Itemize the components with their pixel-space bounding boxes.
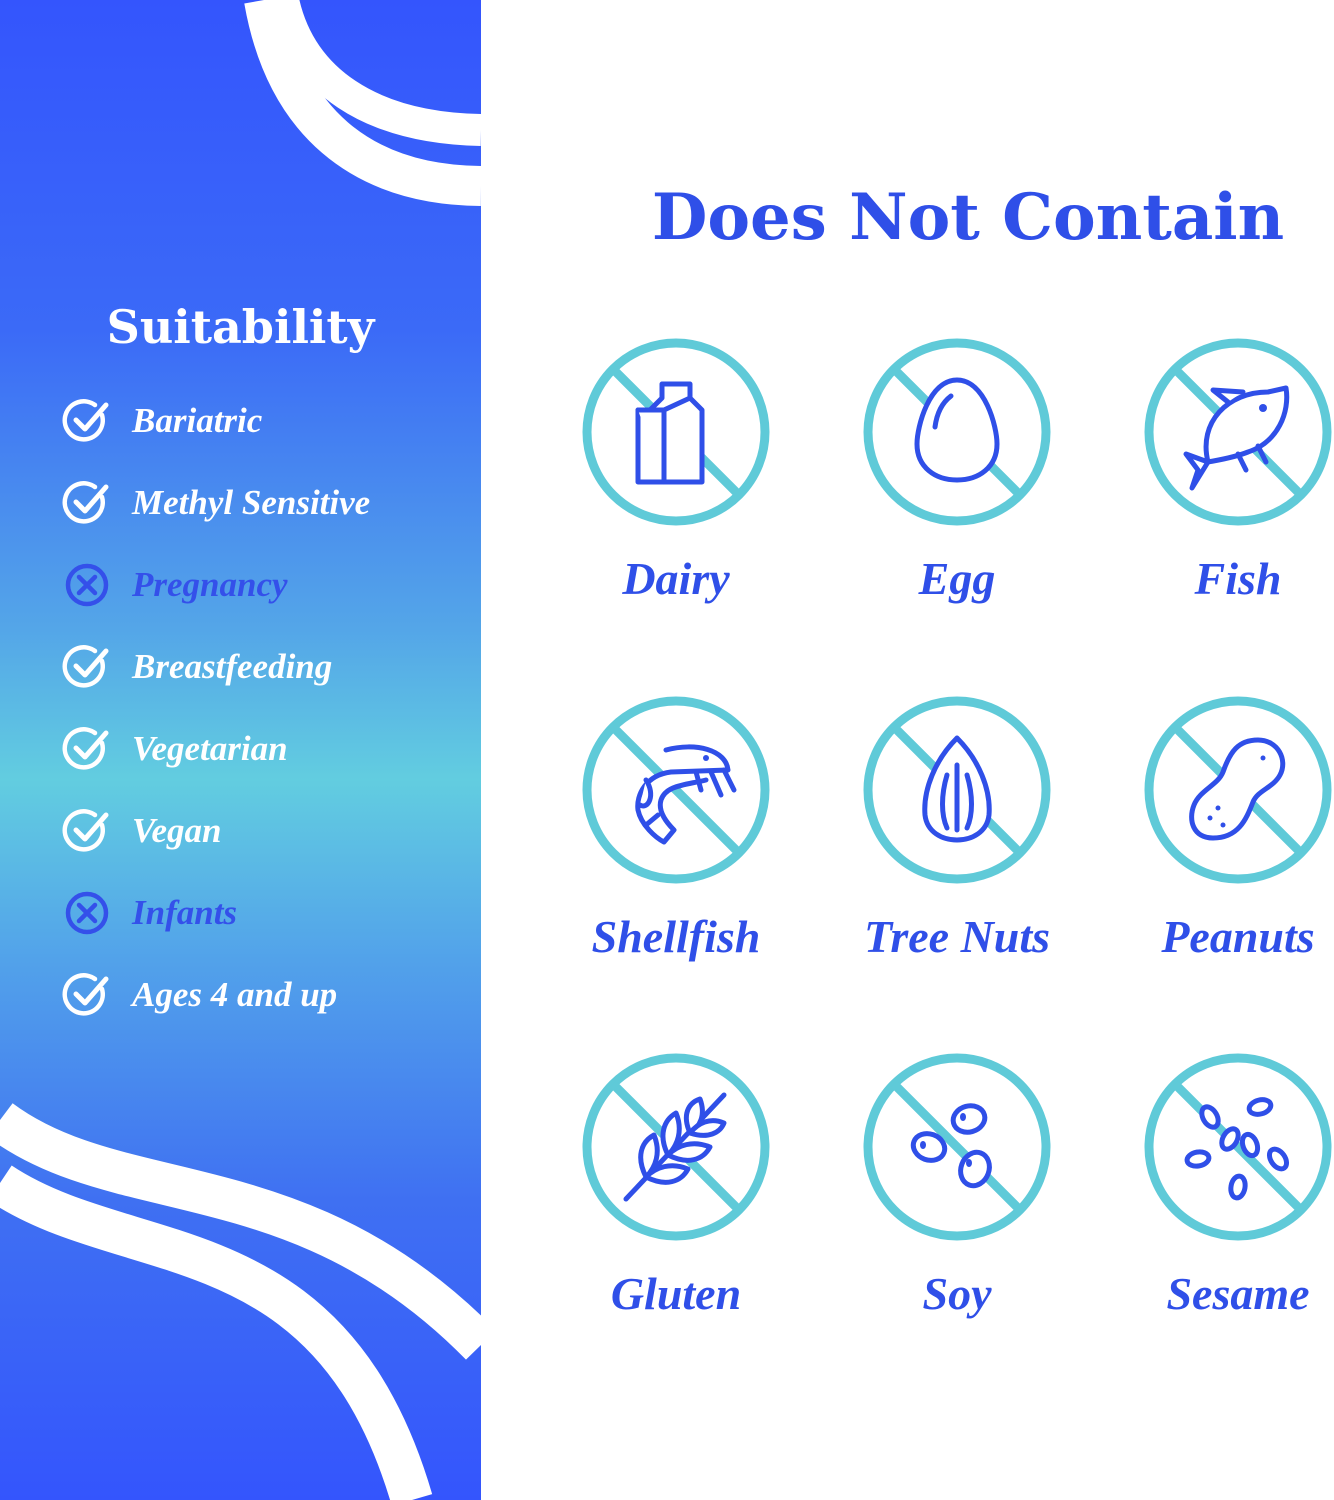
no-allergen-badge [582, 338, 770, 526]
suitability-item: Infants [62, 888, 237, 938]
no-allergen-badge [1144, 1053, 1332, 1241]
suitability-item: Breastfeeding [62, 642, 332, 692]
allergen-label: Sesame [1166, 1268, 1310, 1319]
no-allergen-badge [863, 338, 1051, 526]
suitability-item: Bariatric [62, 396, 262, 446]
wheat-icon [623, 1092, 727, 1202]
prohibition-circle [863, 696, 1051, 884]
prohibition-circle [863, 338, 1051, 526]
suitability-label: Ages 4 and up [132, 975, 338, 1014]
check-circle-icon [62, 399, 109, 442]
no-allergen-badge [863, 696, 1051, 884]
check-circle-icon [62, 727, 109, 770]
no-allergen-badge [582, 696, 770, 884]
allergen-label: Peanuts [1161, 911, 1315, 962]
milk-carton-icon [635, 381, 705, 485]
prohibition-circle [582, 1053, 770, 1241]
sesame-seeds-icon [1184, 1097, 1290, 1201]
allergen-label: Egg [918, 553, 996, 604]
check-circle-icon [62, 481, 109, 524]
suitability-panel: Suitability Bariatric Methyl Sensitive Pre… [0, 0, 481, 1500]
shrimp-icon [635, 744, 737, 845]
does-not-contain-title: Does Not Contain [651, 180, 1285, 255]
suitability-item: Ages 4 and up [62, 970, 337, 1020]
no-allergen-badge [863, 1053, 1051, 1241]
prohibition-slash [609, 723, 743, 857]
x-circle-icon [65, 891, 109, 935]
allergen-item: Peanuts [1108, 690, 1334, 963]
almond-icon [922, 735, 992, 843]
check-circle-icon [62, 973, 109, 1016]
fish-icon [1183, 385, 1290, 491]
allergen-label: Fish [1194, 553, 1282, 604]
suitability-label: Bariatric [132, 401, 263, 440]
prohibition-circle [582, 338, 770, 526]
prohibition-circle [1144, 338, 1332, 526]
allergen-item: Soy [827, 1047, 1087, 1320]
no-allergen-badge [582, 1053, 770, 1241]
allergen-label: Shellfish [591, 911, 761, 962]
suitability-item: Pregnancy [62, 560, 288, 610]
prohibition-slash [890, 1080, 1024, 1214]
egg-icon [914, 377, 1000, 483]
prohibition-circle [1144, 696, 1332, 884]
check-circle-icon [62, 645, 109, 688]
peanut-icon [1189, 737, 1286, 841]
prohibition-circle [863, 1053, 1051, 1241]
prohibition-slash [1171, 1080, 1305, 1214]
suitability-label: Infants [132, 893, 238, 932]
allergen-item: Egg [827, 332, 1087, 605]
allergen-item: Sesame [1108, 1047, 1334, 1320]
suitability-item: Methyl Sensitive [62, 478, 370, 528]
allergen-label: Tree Nuts [863, 911, 1051, 962]
suitability-label: Breastfeeding [132, 647, 333, 686]
allergen-item: Fish [1108, 332, 1334, 605]
suitability-label: Methyl Sensitive [132, 483, 371, 522]
suitability-label: Pregnancy [132, 565, 288, 604]
allergen-item: Gluten [546, 1047, 806, 1320]
no-allergen-badge [1144, 338, 1332, 526]
suitability-label: Vegetarian [132, 729, 288, 768]
allergen-item: Shellfish [546, 690, 806, 963]
allergen-item: Dairy [546, 332, 806, 605]
prohibition-circle [1144, 1053, 1332, 1241]
no-allergen-badge [1144, 696, 1332, 884]
suitability-item: Vegan [62, 806, 221, 856]
prohibition-circle [582, 696, 770, 884]
allergen-item: Tree Nuts [827, 690, 1087, 963]
soybean-icon [910, 1103, 992, 1189]
suitability-label: Vegan [132, 811, 222, 850]
suitability-title: Suitability [106, 300, 375, 354]
allergen-label: Dairy [622, 553, 730, 604]
allergen-label: Gluten [610, 1268, 742, 1319]
allergen-label: Soy [922, 1268, 992, 1319]
suitability-item: Vegetarian [62, 724, 288, 774]
check-circle-icon [62, 809, 109, 852]
decorative-waves [0, 0, 481, 1500]
x-circle-icon [65, 563, 109, 607]
